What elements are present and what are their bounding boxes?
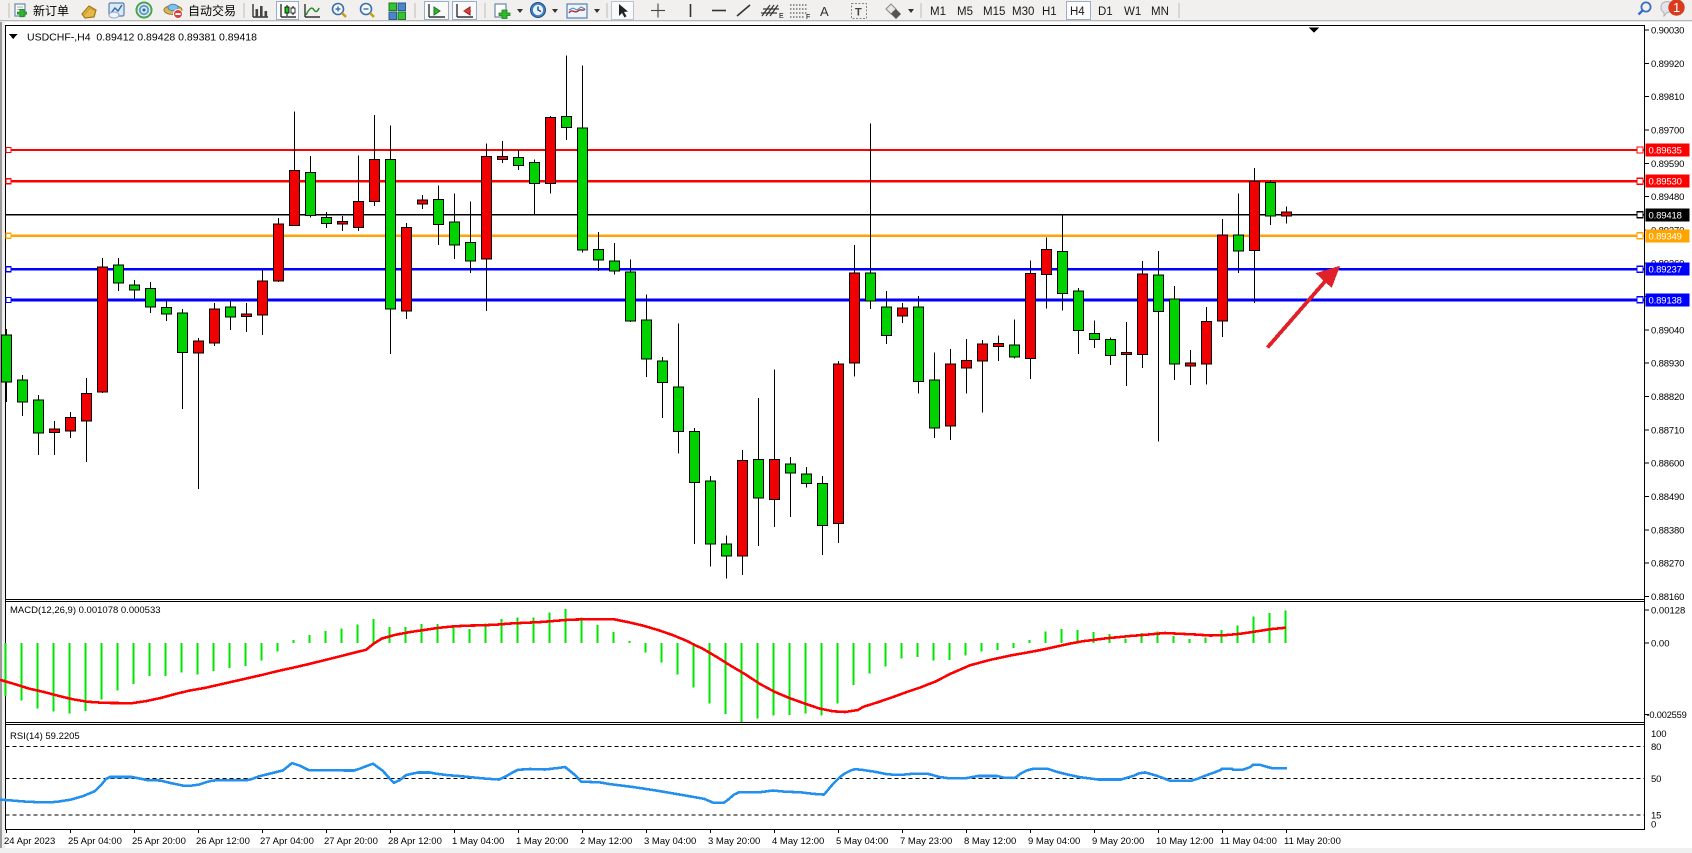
svg-text:A: A	[820, 4, 829, 19]
svg-text:9 May 20:00: 9 May 20:00	[1092, 836, 1144, 847]
svg-text:11 May 20:00: 11 May 20:00	[1284, 836, 1341, 847]
svg-text:H4: H4	[1070, 6, 1085, 18]
svg-text:26 Apr 12:00: 26 Apr 12:00	[196, 836, 250, 847]
svg-text:3 May 20:00: 3 May 20:00	[708, 836, 760, 847]
svg-text:0.89349: 0.89349	[1649, 231, 1682, 242]
svg-text:自动交易: 自动交易	[188, 3, 236, 18]
svg-text:RSI(14) 59.2205: RSI(14) 59.2205	[10, 731, 80, 742]
svg-text:11 May 04:00: 11 May 04:00	[1220, 836, 1277, 847]
svg-text:F: F	[806, 14, 810, 21]
svg-text:0.89138: 0.89138	[1649, 295, 1682, 306]
svg-text:0.90030: 0.90030	[1651, 26, 1684, 37]
svg-text:M5: M5	[957, 6, 973, 18]
svg-text:25 Apr 20:00: 25 Apr 20:00	[132, 836, 186, 847]
svg-text:0.88710: 0.88710	[1651, 425, 1684, 436]
svg-text:0.89418: 0.89418	[1649, 210, 1682, 221]
svg-text:2 May 12:00: 2 May 12:00	[580, 836, 632, 847]
svg-text:5 May 04:00: 5 May 04:00	[836, 836, 888, 847]
svg-text:M30: M30	[1012, 6, 1034, 18]
svg-text:1 May 04:00: 1 May 04:00	[452, 836, 504, 847]
svg-text:USDCHF-,H4 0.89412 0.89428 0.: USDCHF-,H4 0.89412 0.89428 0.89381 0.894…	[27, 32, 257, 44]
svg-text:-0.002559: -0.002559	[1647, 710, 1687, 720]
svg-text:MACD(12,26,9) 0.001078 0.00053: MACD(12,26,9) 0.001078 0.000533	[10, 605, 161, 616]
svg-text:新订单: 新订单	[33, 3, 69, 18]
svg-text:0.88820: 0.88820	[1651, 392, 1684, 403]
svg-text:M15: M15	[983, 6, 1005, 18]
svg-text:8 May 12:00: 8 May 12:00	[964, 836, 1016, 847]
svg-text:15: 15	[1651, 810, 1661, 821]
svg-text:0.89480: 0.89480	[1651, 192, 1684, 203]
svg-text:50: 50	[1651, 774, 1661, 785]
svg-text:T: T	[855, 7, 862, 19]
svg-text:E: E	[779, 13, 784, 20]
svg-text:1: 1	[1673, 0, 1680, 15]
svg-text:0.88600: 0.88600	[1651, 459, 1684, 470]
svg-text:MN: MN	[1151, 6, 1169, 18]
svg-text:0.00: 0.00	[1651, 639, 1670, 650]
svg-text:0.89700: 0.89700	[1651, 125, 1684, 136]
svg-text:0.89237: 0.89237	[1649, 265, 1682, 276]
svg-text:0.88380: 0.88380	[1651, 525, 1684, 536]
svg-text:27 Apr 20:00: 27 Apr 20:00	[324, 836, 378, 847]
svg-text:W1: W1	[1124, 6, 1141, 18]
svg-text:0.89810: 0.89810	[1651, 92, 1684, 103]
svg-text:28 Apr 12:00: 28 Apr 12:00	[388, 836, 442, 847]
svg-text:H1: H1	[1042, 6, 1057, 18]
svg-text:0.88490: 0.88490	[1651, 492, 1684, 503]
svg-text:3 May 04:00: 3 May 04:00	[644, 836, 696, 847]
svg-text:24 Apr 2023: 24 Apr 2023	[4, 836, 55, 847]
svg-text:D1: D1	[1098, 6, 1113, 18]
svg-text:9 May 04:00: 9 May 04:00	[1028, 836, 1080, 847]
svg-text:M1: M1	[930, 6, 946, 18]
svg-text:0.89590: 0.89590	[1651, 159, 1684, 170]
svg-text:10 May 12:00: 10 May 12:00	[1156, 836, 1214, 847]
svg-text:0.89920: 0.89920	[1651, 59, 1684, 70]
svg-text:0.89040: 0.89040	[1651, 325, 1684, 336]
svg-text:25 Apr 04:00: 25 Apr 04:00	[68, 836, 122, 847]
svg-text:0.89530: 0.89530	[1649, 177, 1682, 188]
svg-text:4 May 12:00: 4 May 12:00	[772, 836, 824, 847]
svg-text:0.00128: 0.00128	[1651, 606, 1685, 617]
svg-text:1 May 20:00: 1 May 20:00	[516, 836, 568, 847]
svg-text:0.88160: 0.88160	[1651, 592, 1684, 603]
svg-text:0.89635: 0.89635	[1649, 146, 1682, 157]
svg-text:0: 0	[1651, 819, 1656, 830]
svg-text:80: 80	[1651, 742, 1661, 753]
svg-text:100: 100	[1651, 729, 1666, 740]
svg-text:27 Apr 04:00: 27 Apr 04:00	[260, 836, 314, 847]
svg-text:7 May 23:00: 7 May 23:00	[900, 836, 952, 847]
svg-text:0.88270: 0.88270	[1651, 559, 1684, 570]
svg-text:0.88930: 0.88930	[1651, 359, 1684, 370]
